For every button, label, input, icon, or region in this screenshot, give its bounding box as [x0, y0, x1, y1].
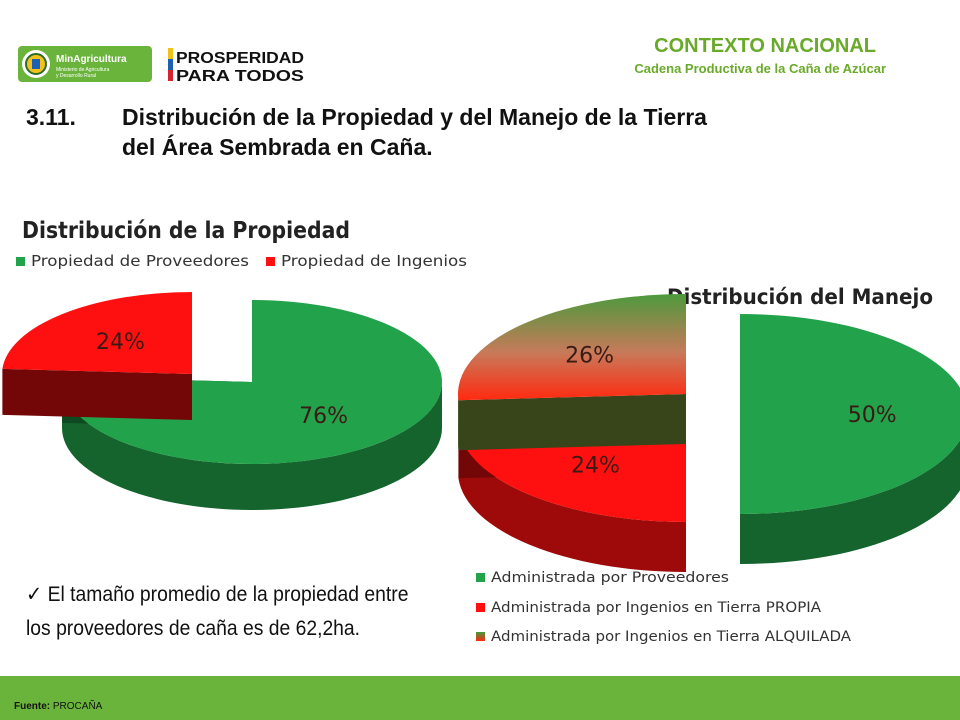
source-note: Fuente: PROCAÑA	[14, 701, 102, 712]
minagricultura-logo-sub2: y Desarrollo Rural	[56, 73, 96, 79]
chart-ownership-slice-2	[2, 292, 192, 374]
chart-ownership-pie: 76% 24%	[2, 292, 442, 510]
heading-line1: Distribución de la Propiedad y del Manej…	[122, 104, 707, 130]
chart-ownership-legend-label-2: Propiedad de Ingenios	[281, 252, 467, 270]
chart-management-legend: Administrada por Proveedores Administrada…	[476, 570, 851, 645]
minagricultura-logo-name: MinAgricultura	[56, 54, 127, 65]
chart-management-slice-side-1	[740, 440, 960, 564]
prosperidad-logo-line1: PROSPERIDAD	[176, 50, 304, 67]
chart-management-slice-1	[740, 314, 960, 514]
chart-management-data-label-2: 24%	[571, 453, 620, 478]
prosperidad-logo-line2: PARA TODOS	[176, 68, 304, 84]
chart-management-pie: 50% 24% 26%	[458, 294, 960, 572]
chart-ownership-slice-1	[61, 300, 442, 464]
page-heading: 3.11. Distribución de la Propiedad y del …	[26, 102, 707, 162]
note-text: ✓ El tamaño promedio de la propiedad ent…	[26, 578, 431, 646]
chart-management-legend-swatch-2	[476, 603, 485, 612]
check-icon: ✓	[26, 583, 43, 606]
section-subtitle: Cadena Productiva de la Caña de Azúcar	[634, 61, 886, 76]
chart-ownership-slice-side-1	[62, 382, 442, 510]
chart-ownership-legend-label-1: Propiedad de Proveedores	[31, 252, 249, 270]
chart-ownership-data-label-1: 76%	[299, 404, 348, 429]
chart-management-legend-swatch-3	[476, 632, 485, 641]
source-label: Fuente:	[14, 701, 51, 712]
chart-management-slice-side-2	[458, 428, 686, 572]
chart-management-slice-edge-3-1	[458, 394, 686, 451]
footer-bar: Fuente: PROCAÑA	[0, 676, 960, 720]
chart-management-legend-swatch-1	[476, 573, 485, 582]
chart-management-data-label-1: 50%	[848, 403, 897, 428]
minagricultura-logo-sub1: Ministerio de Agricultura	[56, 67, 110, 73]
chart-management-data-label-3: 26%	[565, 343, 614, 368]
chart-management-legend-label-2: Administrada por Ingenios en Tierra PROP…	[491, 600, 821, 616]
heading-line2: del Área Sembrada en Caña.	[122, 134, 433, 160]
chart-management-legend-label-3: Administrada por Ingenios en Tierra ALQU…	[491, 629, 851, 645]
note-body: El tamaño promedio de la propiedad entre…	[26, 583, 409, 640]
chart-ownership-title: Distribución de la Propiedad	[22, 218, 350, 244]
chart-ownership-legend: Propiedad de Proveedores Propiedad de Ing…	[16, 252, 467, 270]
chart-management-slice-3	[458, 294, 686, 401]
chart-management-legend-label-1: Administrada por Proveedores	[491, 570, 729, 586]
chart-ownership-legend-swatch-1	[16, 257, 25, 266]
section-title: CONTEXTO NACIONAL	[654, 35, 876, 57]
minagricultura-logo: MinAgricultura Ministerio de Agricultura…	[18, 46, 152, 82]
source-value: PROCAÑA	[52, 701, 103, 712]
chart-management-title: Distribución del Manejo	[667, 285, 933, 309]
chart-ownership-legend-swatch-2	[266, 257, 275, 266]
chart-ownership-data-label-2: 24%	[96, 330, 145, 355]
prosperidad-logo: PROSPERIDAD PARA TODOS	[168, 48, 304, 84]
heading-number: 3.11.	[26, 104, 76, 130]
chart-ownership-slice-edge-2-1	[2, 368, 192, 420]
